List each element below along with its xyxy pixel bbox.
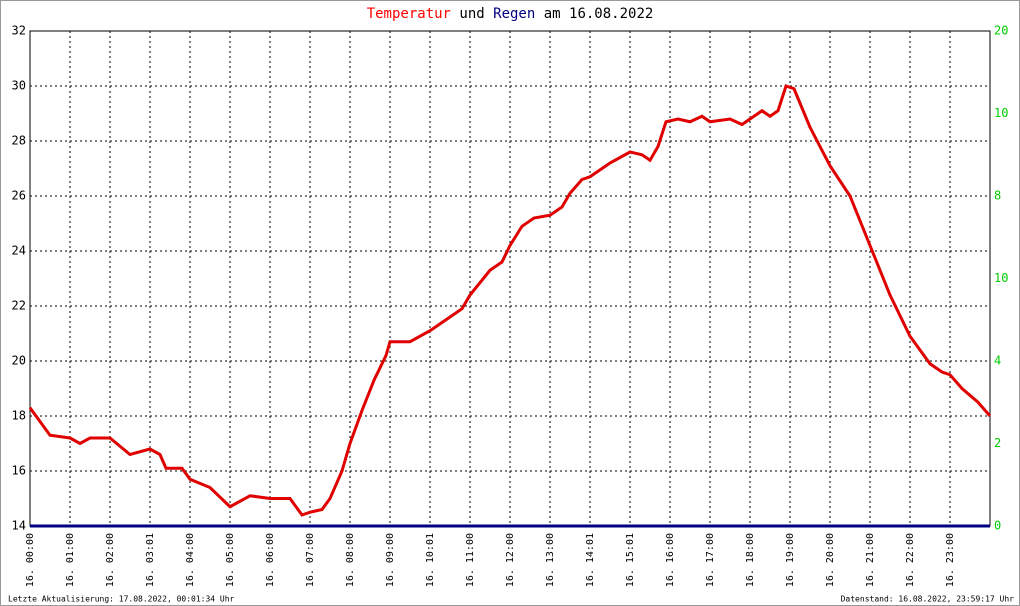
y-tick-label: 14 [12, 519, 26, 533]
x-tick-label: 16. 20:00 [825, 533, 836, 587]
y2-tick-label: 20 [994, 24, 1008, 38]
x-tick-label: 16. 22:00 [905, 533, 916, 587]
x-tick-label: 16. 15:01 [625, 533, 636, 587]
x-tick-label: 16. 17:00 [705, 533, 716, 587]
y2-tick-label: 2 [994, 436, 1001, 450]
x-tick-label: 16. 09:00 [385, 533, 396, 587]
x-tick-label: 16. 00:00 [25, 533, 36, 587]
y-tick-label: 18 [12, 409, 26, 423]
y2-tick-label: 8 [994, 189, 1001, 203]
x-tick-label: 16. 13:00 [545, 533, 556, 587]
x-tick-label: 16. 05:00 [225, 533, 236, 587]
y2-tick-label: 0 [994, 519, 1001, 533]
plot-area [29, 30, 991, 527]
y2-tick-label: 10 [994, 271, 1008, 285]
y-tick-label: 16 [12, 464, 26, 478]
chart-title: Temperatur und Regen am 16.08.2022 [367, 6, 654, 22]
footer-right: Datenstand: 16.08.2022, 23:59:17 Uhr [841, 595, 1015, 604]
title-part: und [451, 6, 493, 22]
x-tick-label: 16. 21:00 [865, 533, 876, 587]
x-tick-label: 16. 18:00 [745, 533, 756, 587]
x-tick-label: 16. 11:00 [465, 533, 476, 587]
y-tick-label: 26 [12, 189, 26, 203]
x-tick-label: 16. 01:00 [65, 533, 76, 587]
y-tick-label: 30 [12, 79, 26, 93]
x-tick-label: 16. 02:00 [105, 533, 116, 587]
title-part: Regen [493, 6, 535, 22]
y-tick-label: 20 [12, 354, 26, 368]
y-tick-label: 22 [12, 299, 26, 313]
x-tick-label: 16. 06:00 [265, 533, 276, 587]
title-part: am 16.08.2022 [535, 6, 653, 22]
title-part: Temperatur [367, 6, 451, 22]
y-tick-label: 28 [12, 134, 26, 148]
x-tick-label: 16. 08:00 [345, 533, 356, 587]
x-tick-label: 16. 07:00 [305, 533, 316, 587]
x-tick-label: 16. 16:00 [665, 533, 676, 587]
x-tick-label: 16. 04:00 [185, 533, 196, 587]
x-tick-label: 16. 19:00 [785, 533, 796, 587]
data-line [28, 84, 992, 517]
x-tick-label: 16. 14:01 [585, 533, 596, 587]
y2-tick-label: 10 [994, 106, 1008, 120]
x-tick-label: 16. 23:00 [945, 533, 956, 587]
x-tick-label: 16. 10:01 [425, 533, 436, 587]
x-tick-label: 16. 03:01 [145, 533, 156, 587]
footer-left: Letzte Aktualisierung: 17.08.2022, 00:01… [8, 595, 235, 604]
y-tick-label: 32 [12, 24, 26, 38]
x-tick-label: 16. 12:00 [505, 533, 516, 587]
y2-tick-label: 4 [994, 354, 1001, 368]
y-tick-label: 24 [12, 244, 26, 258]
